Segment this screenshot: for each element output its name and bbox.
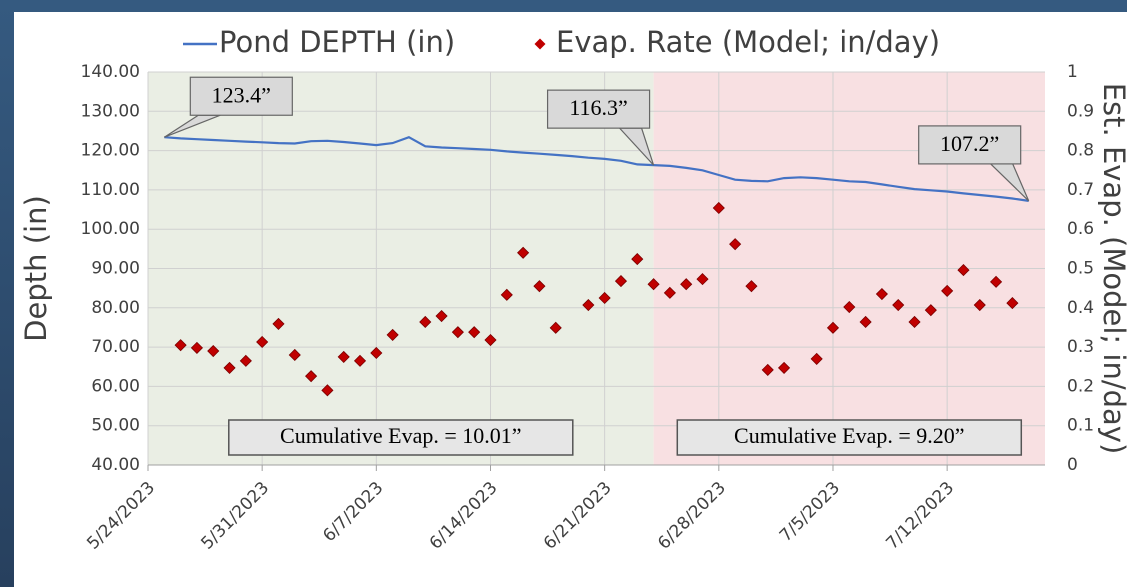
callout-label: 107.2” xyxy=(940,131,999,156)
y-tick-label: 70.00 xyxy=(91,337,140,357)
depth-line xyxy=(164,135,1029,202)
y2-tick-label: 1 xyxy=(1067,62,1078,82)
y2-axis-label: Est. Evap. (Model; in/day) xyxy=(1097,83,1127,455)
evap-point xyxy=(892,298,905,312)
y2-tick-label: 0.1 xyxy=(1067,416,1094,436)
evap-point xyxy=(337,350,350,363)
evap-point xyxy=(745,280,758,293)
evap-point xyxy=(631,253,644,266)
y-tick-label: 130.00 xyxy=(81,101,140,121)
legend-label: Evap. Rate (Model; in/day) xyxy=(556,25,940,59)
region-label: Cumulative Evap. = 9.20” xyxy=(734,423,965,448)
y-axis-label: Depth (in) xyxy=(19,195,53,342)
evap-point xyxy=(386,328,399,341)
evap-point xyxy=(941,284,954,297)
evap-point xyxy=(272,317,285,330)
evap-point xyxy=(419,315,432,329)
y2-tick-label: 0.4 xyxy=(1067,298,1094,318)
y2-tick-label: 0.6 xyxy=(1067,219,1094,239)
legend-swatch xyxy=(534,38,546,50)
evap-point xyxy=(435,309,448,323)
evap-point xyxy=(647,278,660,291)
y-tick-label: 80.00 xyxy=(91,298,140,318)
y-tick-label: 140.00 xyxy=(81,62,140,82)
evap-point xyxy=(875,287,888,301)
evap-point xyxy=(370,346,383,360)
evap-point xyxy=(973,298,986,312)
y2-tick-label: 0.2 xyxy=(1067,376,1094,396)
evap-point xyxy=(239,354,252,367)
evap-point xyxy=(924,304,937,317)
evap-point xyxy=(190,341,203,354)
evap-point xyxy=(810,352,823,365)
evap-point xyxy=(468,326,481,339)
evap-point xyxy=(256,335,269,349)
y2-tick-label: 0.8 xyxy=(1067,141,1094,161)
y-tick-label: 90.00 xyxy=(91,259,140,279)
evap-point xyxy=(517,246,530,259)
y2-tick-label: 0.3 xyxy=(1067,337,1094,357)
evap-point xyxy=(174,339,187,352)
y-tick-label: 60.00 xyxy=(91,376,140,396)
callout-box xyxy=(918,125,1022,165)
evap-point xyxy=(957,264,970,277)
evap-point xyxy=(843,300,856,314)
y-tick-label: 40.00 xyxy=(91,455,140,475)
region-label-box xyxy=(676,419,1023,456)
evap-point xyxy=(582,298,595,312)
evap-point xyxy=(321,384,334,397)
evap-point xyxy=(696,273,709,286)
y-tick-label: 100.00 xyxy=(81,219,140,239)
evap-point xyxy=(729,238,742,251)
callout-box xyxy=(189,76,293,116)
evap-point xyxy=(1006,297,1019,310)
y2-tick-label: 0.7 xyxy=(1067,180,1094,200)
callout-label: 123.4” xyxy=(212,82,271,107)
evap-point xyxy=(990,275,1003,288)
callout-box xyxy=(546,89,651,129)
evap-point xyxy=(614,275,628,288)
y-tick-label: 120.00 xyxy=(81,141,140,161)
evap-point xyxy=(484,333,497,347)
evap-point xyxy=(451,326,464,339)
evap-point xyxy=(663,286,676,299)
evap-point xyxy=(777,361,791,374)
evap-point xyxy=(305,370,318,383)
y2-tick-label: 0 xyxy=(1067,455,1078,475)
y-tick-label: 110.00 xyxy=(81,180,140,200)
evap-point xyxy=(859,315,872,329)
region-label: Cumulative Evap. = 10.01” xyxy=(280,423,522,448)
evap-point xyxy=(533,280,546,293)
evap-point xyxy=(712,201,725,215)
evap-point xyxy=(598,291,611,305)
evap-point xyxy=(353,354,367,367)
region-label-box xyxy=(228,419,574,456)
evap-point xyxy=(223,361,236,374)
legend-label: Pond DEPTH (in) xyxy=(219,25,455,59)
evap-point xyxy=(288,348,301,362)
evap-point xyxy=(549,321,562,334)
evap-point xyxy=(761,363,774,376)
evap-point xyxy=(500,288,513,301)
y2-tick-label: 0.5 xyxy=(1067,259,1094,279)
evap-point xyxy=(680,278,693,291)
evap-point xyxy=(826,321,840,334)
evap-point xyxy=(908,315,921,329)
callout-label: 116.3” xyxy=(569,95,627,120)
y2-tick-label: 0.9 xyxy=(1067,101,1094,121)
evap-point xyxy=(207,344,220,358)
y-tick-label: 50.00 xyxy=(91,416,140,436)
